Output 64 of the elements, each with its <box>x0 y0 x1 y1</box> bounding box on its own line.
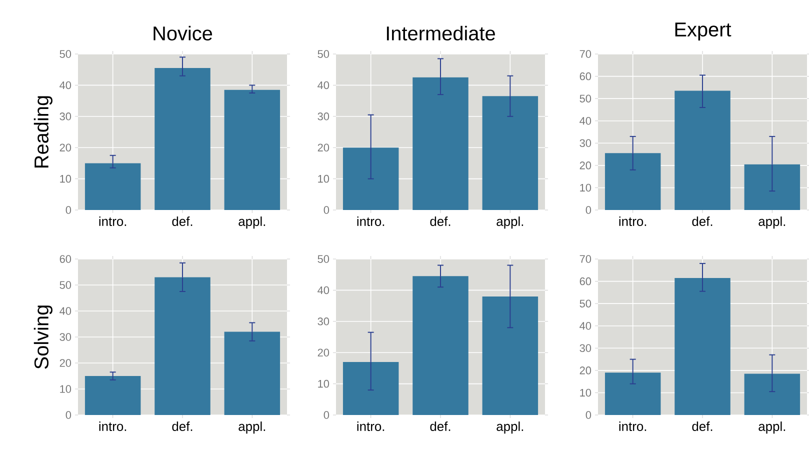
x-tick-label: appl. <box>758 422 786 434</box>
y-tick-label: 50 <box>580 94 592 102</box>
y-tick-label: 40 <box>580 322 592 330</box>
y-tick-label: 40 <box>60 81 72 90</box>
y-tick-label: 60 <box>60 255 72 263</box>
y-tick-label: 30 <box>318 112 330 120</box>
x-tick-label: intro. <box>357 216 384 226</box>
x-tick-label: intro. <box>99 216 126 226</box>
y-tick-label: 0 <box>586 206 592 214</box>
y-tick-label: 50 <box>60 50 72 58</box>
y-tick-label: 50 <box>60 281 72 289</box>
x-tick-label: appl. <box>758 216 786 229</box>
y-tick-label: 0 <box>324 206 330 214</box>
y-tick-label: 30 <box>60 112 72 120</box>
x-tick-label: intro. <box>357 422 384 432</box>
x-tick-label: appl. <box>496 216 524 229</box>
chart-title: Novice <box>154 26 212 40</box>
y-axis-title: Solving <box>34 306 52 369</box>
chart-title: Expert <box>675 22 732 41</box>
y-tick-label: 50 <box>318 50 330 58</box>
y-tick-label: 30 <box>60 333 72 341</box>
y-tick-label: 70 <box>580 50 592 58</box>
y-tick-label: 40 <box>580 116 592 125</box>
y-tick-label: 10 <box>318 380 330 388</box>
y-tick-label: 40 <box>60 307 72 315</box>
x-tick-label: appl. <box>238 216 266 229</box>
y-tick-label: 10 <box>60 174 72 183</box>
y-tick-label: 0 <box>66 411 72 419</box>
y-tick-label: 0 <box>66 206 72 214</box>
y-tick-label: 10 <box>60 385 72 393</box>
x-tick-label: def. <box>430 216 450 226</box>
y-tick-label: 0 <box>324 411 330 419</box>
x-tick-label: intro. <box>619 422 646 432</box>
y-tick-label: 70 <box>580 255 592 263</box>
y-tick-label: 40 <box>318 81 330 90</box>
x-tick-label: appl. <box>238 422 266 434</box>
y-tick-label: 50 <box>318 255 330 263</box>
x-tick-label: def. <box>430 422 450 432</box>
y-tick-label: 10 <box>580 184 592 192</box>
y-tick-label: 10 <box>580 388 592 397</box>
chart-title: Intermediate <box>386 26 495 40</box>
y-tick-label: 10 <box>318 174 330 183</box>
y-tick-label: 60 <box>580 277 592 286</box>
y-tick-label: 20 <box>60 144 72 152</box>
x-tick-label: intro. <box>99 422 126 432</box>
x-tick-label: def. <box>692 422 712 432</box>
y-tick-label: 50 <box>580 300 592 308</box>
y-tick-label: 20 <box>60 359 72 367</box>
y-tick-label: 20 <box>580 366 592 374</box>
y-tick-label: 20 <box>580 162 592 170</box>
y-axis-title: Reading <box>34 96 52 168</box>
x-tick-label: def. <box>692 216 712 226</box>
y-tick-label: 30 <box>580 139 592 148</box>
x-tick-label: appl. <box>496 422 524 434</box>
y-tick-label: 60 <box>580 72 592 80</box>
y-tick-label: 20 <box>318 144 330 152</box>
y-tick-label: 30 <box>318 318 330 326</box>
y-tick-label: 40 <box>318 286 330 294</box>
x-tick-label: def. <box>172 422 192 432</box>
x-tick-label: def. <box>172 216 192 226</box>
y-tick-label: 0 <box>586 411 592 419</box>
y-tick-label: 30 <box>580 344 592 352</box>
y-tick-label: 20 <box>318 348 330 356</box>
x-tick-label: intro. <box>619 216 646 226</box>
